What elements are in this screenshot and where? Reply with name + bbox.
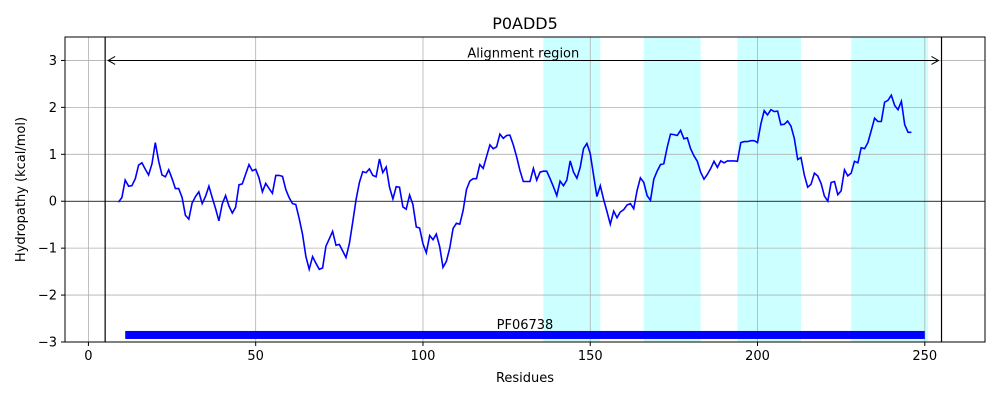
grid-lines — [65, 37, 985, 343]
highlight-band-3 — [737, 37, 801, 342]
alignment-label: Alignment region — [467, 46, 579, 61]
x-tick-label-3: 150 — [578, 349, 603, 364]
x-tick-label-1: 50 — [247, 349, 264, 364]
x-axis-ticks: 0 50 100 150 200 250 — [84, 342, 937, 364]
highlight-bands — [543, 37, 929, 342]
plot-frame — [64, 36, 986, 343]
domain-label: PF06738 — [497, 318, 554, 333]
y-tick-label-0: −3 — [38, 336, 57, 351]
y-tick-label-2: −1 — [38, 242, 57, 257]
alignment-arrow — [107, 56, 940, 65]
y-tick-label-4: 1 — [49, 148, 57, 163]
x-tick-label-2: 100 — [411, 349, 436, 364]
y-axis-label: Hydropathy (kcal/mol) — [14, 117, 29, 262]
hydropathy-line — [117, 93, 912, 273]
highlight-band-2 — [643, 37, 701, 342]
y-axis-ticks: −3 −2 −1 0 1 2 3 — [38, 54, 65, 351]
x-tick-label-4: 200 — [745, 349, 770, 364]
y-tick-label-5: 2 — [49, 101, 57, 116]
alignment-arrow-right-head — [931, 56, 940, 65]
x-axis-label: Residues — [496, 371, 554, 386]
highlight-band-4 — [851, 37, 929, 342]
y-tick-label-1: −2 — [38, 289, 57, 304]
x-tick-label-5: 250 — [912, 349, 937, 364]
y-tick-label-6: 3 — [49, 54, 57, 69]
alignment-arrow-left-head — [107, 56, 116, 65]
domain-bar — [125, 330, 925, 339]
y-tick-label-3: 0 — [49, 195, 57, 210]
highlight-band-1 — [543, 37, 601, 342]
chart-title: P0ADD5 — [492, 14, 558, 33]
x-tick-label-0: 0 — [84, 349, 92, 364]
